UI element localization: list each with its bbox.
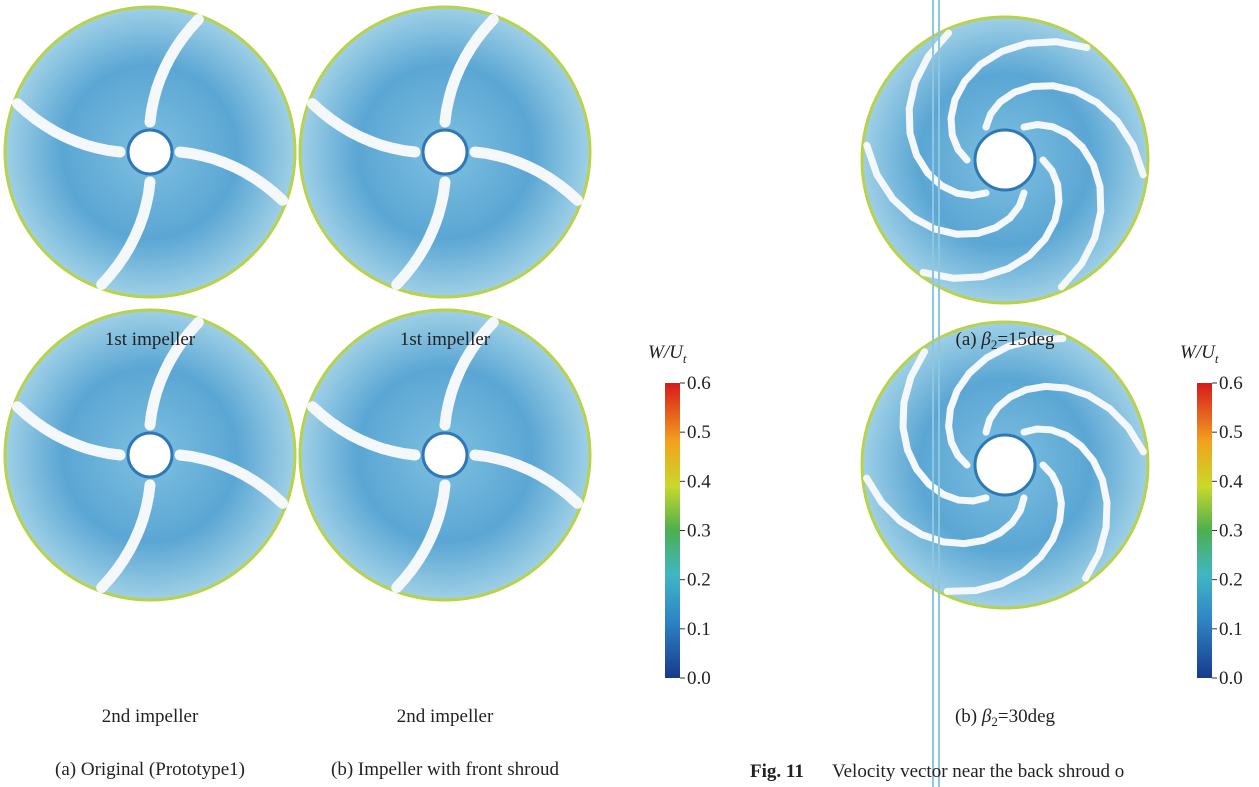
- impeller-hub: [128, 130, 172, 174]
- colorbar-tick-label: 0.2: [687, 570, 711, 591]
- impeller-hub: [423, 130, 467, 174]
- impeller-hub: [975, 130, 1035, 190]
- colorbar-scale: [665, 383, 680, 678]
- colorbar-title-main: W/U: [1180, 342, 1216, 363]
- impeller-hub: [423, 433, 467, 477]
- colorbar-tick-label: 0.1: [1219, 619, 1243, 640]
- figure-page: 1st impeller 1st impeller 2nd impeller 2…: [0, 0, 1259, 787]
- panel-label: 1st impeller: [105, 329, 196, 350]
- caption: (a) Original (Prototype1): [55, 759, 245, 780]
- colorbar-tick-label: 0.3: [687, 521, 711, 542]
- caption: (b) Impeller with front shroud: [331, 759, 559, 780]
- impeller-hub: [128, 433, 172, 477]
- colorbar-title-main: W/U: [648, 342, 684, 363]
- panel-label: (b) β2=30deg: [955, 706, 1056, 729]
- colorbar-title: W/Ut: [1180, 342, 1219, 366]
- colorbar-tick-label: 0.1: [687, 619, 711, 640]
- colorbar-tick-label: 0.4: [1219, 471, 1243, 492]
- colorbar-tick-label: 0.6: [1219, 373, 1243, 394]
- label-rest: =30deg: [998, 706, 1056, 727]
- label-prefix: (a): [956, 329, 977, 350]
- impellers: [5, 7, 1148, 608]
- label-symbol: β: [981, 706, 992, 727]
- colorbar-tick-label: 0.6: [687, 373, 711, 394]
- colorbar: W/Ut 0.6 0.5 0.4 0.3 0.2 0.1 0.0: [648, 342, 711, 689]
- fig-number: Fig. 11: [750, 761, 804, 782]
- colorbar-tick-label: 0.3: [1219, 521, 1243, 542]
- fig-caption: Velocity vector near the back shroud o: [832, 761, 1124, 782]
- colorbar: W/Ut 0.6 0.5 0.4 0.3 0.2 0.1 0.0: [1180, 342, 1243, 689]
- label-rest: =15deg: [997, 329, 1055, 350]
- panel-label: (a) β2=15deg: [956, 329, 1055, 352]
- panel-label: 2nd impeller: [102, 706, 199, 727]
- colorbar-tick-label: 0.2: [1219, 570, 1243, 591]
- impeller-hub: [975, 435, 1035, 495]
- label-prefix: (b): [955, 706, 977, 727]
- panel-label: 1st impeller: [400, 329, 491, 350]
- label-symbol: β: [980, 329, 991, 350]
- colorbar-title: W/Ut: [648, 342, 687, 366]
- colorbar-tick-label: 0.0: [1219, 668, 1243, 689]
- panel-label: 2nd impeller: [397, 706, 494, 727]
- colorbar-tick-label: 0.5: [1219, 422, 1243, 443]
- colorbar-title-sub: t: [683, 351, 687, 366]
- colorbar-tick-label: 0.5: [687, 422, 711, 443]
- colorbar-tick-label: 0.4: [687, 471, 711, 492]
- colorbar-title-sub: t: [1215, 351, 1219, 366]
- colorbar-scale: [1197, 383, 1212, 678]
- colorbar-tick-label: 0.0: [687, 668, 711, 689]
